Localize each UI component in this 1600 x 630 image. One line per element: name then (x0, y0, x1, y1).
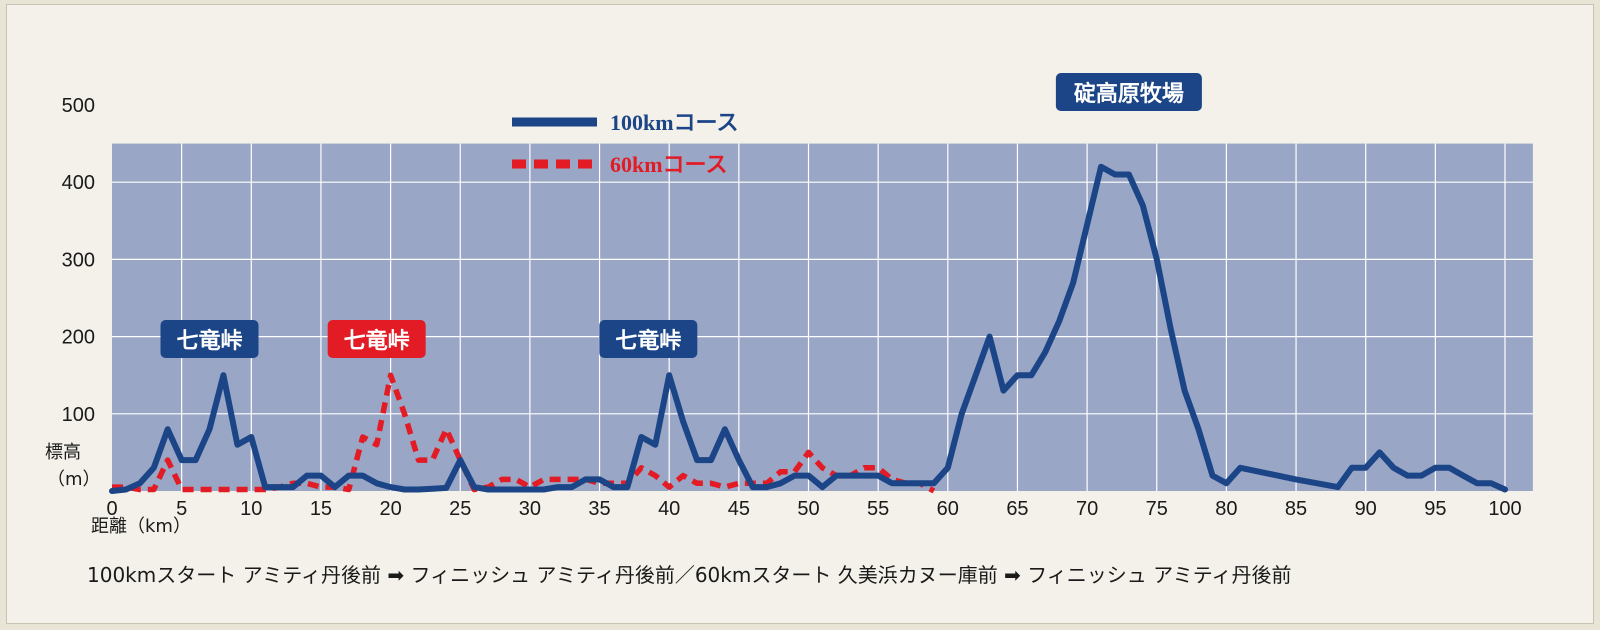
plot-area (112, 143, 1533, 491)
peak-annotation: 碇高原牧場 (1055, 73, 1202, 111)
y-tick-label: 100 (62, 404, 95, 426)
x-tick-label: 65 (1006, 498, 1028, 520)
x-tick-label: 50 (797, 498, 819, 520)
x-tick-label: 80 (1215, 498, 1237, 520)
y-tick-label: 300 (62, 249, 95, 271)
chart-frame: 0 5 10 15 20 25 30 35 40 45 50 55 60 65 70 75 80 85 90 95 10… (6, 4, 1594, 624)
x-tick-label: 60 (937, 498, 959, 520)
legend-label: 100kmコース (610, 110, 738, 135)
annotations: 七竜峠 七竜峠 七竜峠 碇高原牧場 (160, 73, 1202, 358)
grid (112, 143, 1533, 491)
x-tick-label: 100 (1488, 498, 1521, 520)
series-line-60km (112, 372, 936, 494)
x-tick-label: 95 (1424, 498, 1446, 520)
legend: 100kmコース 60kmコース (512, 110, 738, 177)
x-tick-label: 30 (519, 498, 541, 520)
y-axis-ticks: 100 200 300 400 500 (62, 95, 95, 426)
x-tick-label: 20 (379, 498, 401, 520)
x-tick-label: 40 (658, 498, 680, 520)
annotation-label: 七竜峠 (615, 328, 681, 354)
elevation-chart: 0 5 10 15 20 25 30 35 40 45 50 55 60 65 70 75 80 85 90 95 10… (45, 73, 1533, 587)
x-tick-label: 10 (240, 498, 262, 520)
x-tick-label: 85 (1285, 498, 1307, 520)
route-caption: 100kmスタート アミティ丹後前 ➡ フィニッシュ アミティ丹後前／60kmス… (87, 563, 1292, 587)
annotation-label: 七竜峠 (344, 328, 410, 354)
annotation-label: 七竜峠 (177, 328, 243, 354)
x-tick-label: 35 (588, 498, 610, 520)
x-tick-label: 5 (176, 498, 187, 520)
series-lines (109, 163, 1508, 494)
y-tick-label: 500 (62, 95, 95, 117)
annotation-badge (160, 320, 259, 358)
y-axis-label-unit: （m） (47, 469, 101, 490)
legend-label: 60kmコース (610, 152, 727, 177)
y-tick-label: 400 (62, 172, 95, 194)
y-tick-label: 200 (62, 327, 95, 349)
x-tick-label: 70 (1076, 498, 1098, 520)
x-tick-label: 45 (728, 498, 750, 520)
peak-annotation: 七竜峠 (160, 320, 259, 358)
x-tick-label: 15 (310, 498, 332, 520)
x-axis-label: 距離（km） (91, 516, 191, 537)
x-tick-label: 55 (867, 498, 889, 520)
x-tick-label: 25 (449, 498, 471, 520)
x-tick-label: 0 (106, 498, 117, 520)
peak-annotation: 七竜峠 (327, 320, 426, 358)
annotation-badge (1055, 73, 1202, 111)
peak-annotation: 七竜峠 (599, 320, 698, 358)
y-axis-label: 標高 (45, 442, 81, 463)
x-tick-label: 90 (1355, 498, 1377, 520)
series-line-100km (109, 163, 1508, 494)
x-axis-ticks: 0 5 10 15 20 25 30 35 40 45 50 55 60 65 70 75 80 85 90 95 10… (106, 498, 1521, 520)
annotation-badge (599, 320, 698, 358)
annotation-badge (327, 320, 426, 358)
annotation-label: 碇高原牧場 (1074, 81, 1184, 107)
x-tick-label: 75 (1146, 498, 1168, 520)
